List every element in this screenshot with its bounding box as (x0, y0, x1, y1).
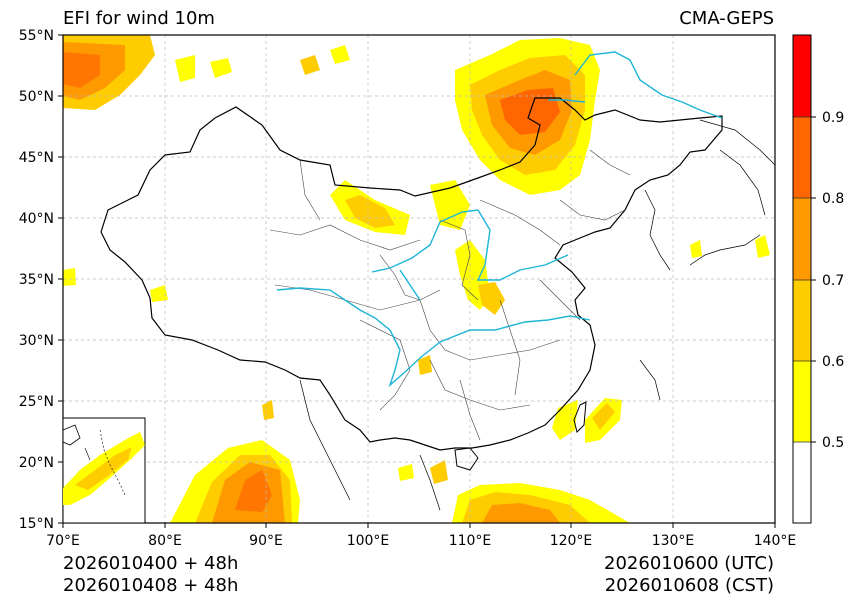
lon-label: 70°E (46, 533, 80, 549)
lon-label: 100°E (347, 533, 390, 549)
colorbar: 0.5 0.6 0.7 0.8 0.9 (792, 34, 844, 524)
lon-label: 130°E (652, 533, 695, 549)
lat-label: 55°N (19, 28, 54, 44)
lat-label: 40°N (19, 211, 54, 227)
south-china-sea-inset (62, 417, 146, 524)
lon-label: 120°E (550, 533, 593, 549)
colorbar-label: 0.7 (822, 273, 844, 289)
colorbar-bin-0 (793, 442, 811, 523)
colorbar-bin-1 (793, 361, 811, 442)
colorbar-bin-5 (793, 35, 811, 117)
colorbar-bin-2 (793, 280, 811, 361)
rivers (276, 51, 723, 388)
lat-label: 15°N (19, 516, 54, 532)
valid-time-cst: 2026010608 (CST) (604, 575, 774, 596)
lat-label: 50°N (19, 89, 54, 105)
graticule (63, 35, 775, 523)
efi-shading (63, 35, 770, 523)
init-time-utc: 2026010400 + 48h (63, 553, 239, 574)
valid-time-utc: 2026010600 (UTC) (604, 553, 774, 574)
lon-label: 90°E (249, 533, 283, 549)
init-time-cst: 2026010408 + 48h (63, 575, 239, 596)
colorbar-bin-4 (793, 117, 811, 198)
model-name: CMA-GEPS (679, 8, 774, 29)
colorbar-label: 0.8 (822, 191, 844, 207)
lon-labels: 70°E 80°E 90°E 100°E 110°E 120°E 130°E 1… (46, 533, 796, 549)
lon-label: 80°E (148, 533, 182, 549)
lat-label: 30°N (19, 333, 54, 349)
lon-label: 110°E (449, 533, 492, 549)
province-borders (269, 149, 631, 441)
china-border (100, 97, 723, 451)
lat-label: 20°N (19, 455, 54, 471)
axis-ticks (58, 34, 776, 528)
colorbar-label: 0.6 (822, 354, 844, 370)
colorbar-label: 0.9 (822, 110, 844, 126)
lat-labels: 55°N 50°N 45°N 40°N 35°N 30°N 25°N 20°N … (19, 28, 54, 532)
neighbour-borders (299, 119, 775, 511)
colorbar-bin-3 (793, 198, 811, 280)
lat-label: 25°N (19, 394, 54, 410)
lat-label: 35°N (19, 272, 54, 288)
lat-label: 45°N (19, 150, 54, 166)
lon-label: 140°E (754, 533, 797, 549)
map-title: EFI for wind 10m (63, 8, 215, 29)
colorbar-label: 0.5 (822, 435, 844, 451)
